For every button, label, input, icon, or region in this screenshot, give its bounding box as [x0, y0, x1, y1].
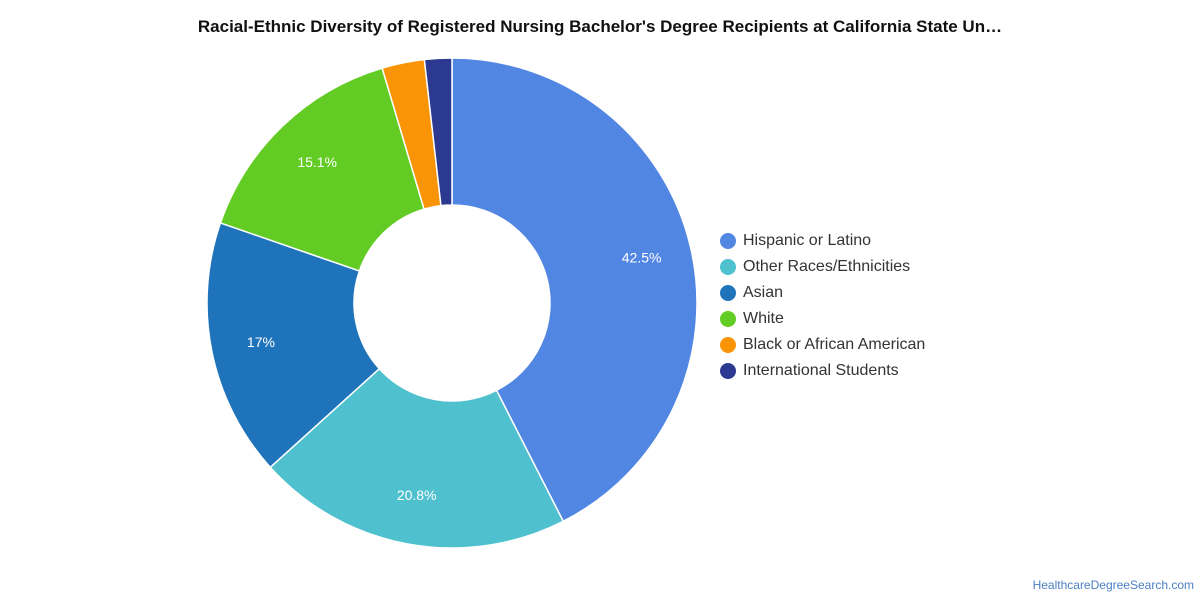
slice-hispanic-or-latino[interactable] [451, 57, 698, 523]
legend-label: Other Races/Ethnicities [743, 258, 911, 275]
legend-swatch [720, 233, 736, 249]
slice-white[interactable] [219, 67, 426, 272]
slice-data-label: 17% [247, 334, 275, 350]
legend-swatch [720, 259, 736, 275]
chart-title: Racial-Ethnic Diversity of Registered Nu… [197, 17, 1003, 36]
legend-item[interactable]: International Students [720, 358, 925, 384]
legend-swatch [720, 311, 736, 327]
legend-swatch [720, 337, 736, 353]
slice-data-label: 15.1% [297, 154, 337, 170]
legend-swatch [720, 285, 736, 301]
slice-data-label: 42.5% [622, 249, 662, 265]
slice-other-races-ethnicities[interactable] [269, 367, 565, 549]
legend-item[interactable]: Other Races/Ethnicities [720, 254, 925, 280]
slice-international-students[interactable] [423, 57, 453, 207]
slice-data-label: 20.8% [397, 487, 437, 503]
legend-item[interactable]: Black or African American [720, 332, 925, 358]
legend-item[interactable]: White [720, 306, 925, 332]
legend-label: Asian [743, 284, 784, 301]
legend-item[interactable]: Hispanic or Latino [720, 228, 925, 254]
slice-asian[interactable] [206, 221, 381, 469]
legend-label: Black or African American [743, 336, 926, 353]
legend-swatch [720, 363, 736, 379]
legend-label: Hispanic or Latino [743, 232, 872, 249]
legend-label: International Students [743, 362, 899, 379]
watermark[interactable]: HealthcareDegreeSearch.com [1032, 578, 1194, 592]
legend-item[interactable]: Asian [720, 280, 925, 306]
chart-legend: Hispanic or Latino Other Races/Ethnicitie… [720, 228, 925, 384]
legend-label: White [743, 310, 784, 327]
